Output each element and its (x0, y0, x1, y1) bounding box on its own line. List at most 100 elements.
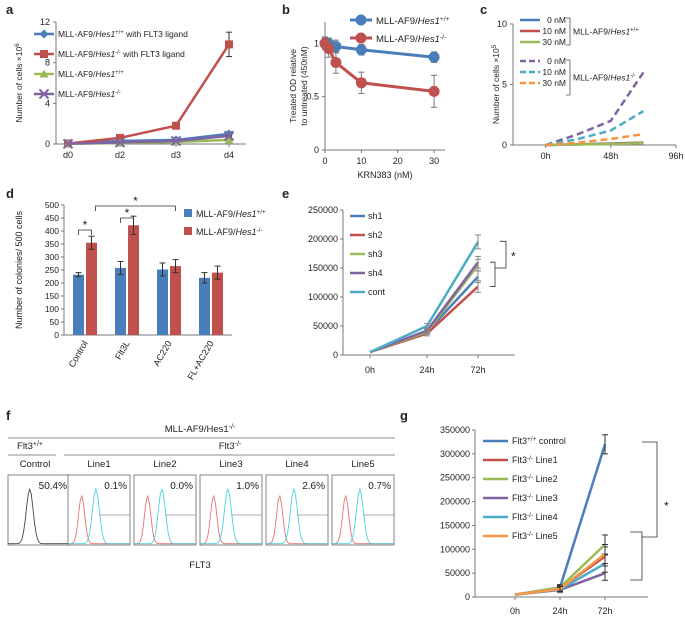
f-histogram-curve-stain-1 (68, 487, 130, 545)
a-legend-label-3-gene: Hes1 (95, 89, 115, 99)
e-legend-label-4: cont (368, 287, 386, 297)
e-sig-bracket-top (500, 240, 507, 269)
b-xtick-label-2: 20 (393, 156, 403, 166)
f-histogram-curve-stain-4 (266, 487, 328, 545)
c-legend-label-1: 10 nM (542, 26, 566, 36)
a-xtick-label-1: d2 (115, 150, 125, 160)
a-point-3-1 (114, 137, 126, 148)
panel-label-a: a (6, 2, 14, 17)
d-legend-swatch-1 (184, 227, 192, 235)
f-pct-5: 0.7% (368, 481, 391, 492)
a-point-1-3 (225, 40, 233, 49)
a-legend-label-3-sup: -/- (115, 90, 121, 96)
f-col-name-0: Control (20, 459, 51, 470)
a-point-3-0-b (62, 138, 74, 150)
f-pct-1: 0.1% (104, 481, 127, 492)
a-point-3-3-b (223, 130, 235, 142)
b-legend-marker-0 (355, 14, 367, 26)
a-ylabel-text: Number of cells ×10 (14, 46, 24, 122)
d-legend-label-1-pre: MLL-AF9/ (196, 227, 236, 237)
g-legend-label-post-5: Line5 (533, 531, 558, 541)
f-ko-header-sup: -/- (235, 441, 242, 448)
f-histogram-curve-stain-2 (134, 487, 196, 545)
a-ylabel-sup: 6 (15, 43, 21, 47)
b-point-1-2 (330, 57, 342, 69)
panel-e: e 0 50000 100000 150000 200000 250000 0h 24h 72h s… (282, 186, 516, 375)
c-group-label-1-sup: -/- (630, 74, 636, 80)
a-ytick-label-1: 4 (45, 98, 50, 108)
a-legend-label-1-post: with FLT3 ligand (121, 49, 185, 59)
f-wt-header: Flt3+/+ (17, 441, 43, 453)
d-bar-0-1 (115, 267, 126, 335)
b-legend-label-1-sup: -/- (440, 34, 446, 41)
a-legend-label-0: MLL-AF9/Hes1+/+ with FLT3 ligand (58, 29, 188, 39)
f-histogram-curve-control (8, 487, 70, 545)
b-legend-label-0-pre: MLL-AF9/ (376, 16, 418, 27)
a-ytick-label-3: 12 (40, 17, 50, 27)
a-legend-label-0-pre: MLL-AF9/ (58, 29, 96, 39)
d-sig-0-star: * (83, 218, 88, 232)
f-col-name-3: Line3 (219, 459, 242, 470)
f-col-name-2: Line2 (153, 459, 176, 470)
d-sig-0 (78, 229, 92, 235)
a-xtick-label-3: d4 (224, 150, 234, 160)
g-legend-label-pre-1: Flt3 (512, 455, 527, 465)
g-ytick-label-2: 100000 (440, 544, 470, 554)
c-ytick-label-0: 0 (502, 140, 507, 150)
d-ytick-label-6: 300 (45, 252, 59, 262)
c-legend-label-3: 0 nM (547, 56, 566, 66)
d-legend-label-0-pre: MLL-AF9/ (196, 209, 236, 219)
g-legend-label-post-0: control (536, 436, 566, 446)
g-legend-label-3: Flt3-/- Line3 (512, 493, 558, 504)
g-legend-label-0: Flt3+/+ control (512, 436, 566, 447)
e-ytick-label-5: 250000 (308, 205, 338, 215)
f-col-name-1: Line1 (87, 459, 110, 470)
panel-label-f: f (6, 408, 11, 423)
d-legend-label-1-sup: -/- (257, 227, 263, 234)
c-xtick-label-2: 96h (668, 151, 683, 161)
a-legend-label-0-sup: +/+ (115, 30, 124, 36)
c-group-label-1-gene: Hes1 (610, 73, 630, 83)
e-xtick-label-2: 72h (470, 365, 485, 375)
a-point-1-2 (172, 121, 180, 130)
d-ytick-label-4: 200 (45, 278, 59, 288)
g-sig-star: * (664, 499, 669, 513)
b-ytick-label-0: 0 (314, 145, 319, 155)
d-ytick-label-7: 350 (45, 239, 59, 249)
b-point-0-3 (355, 44, 367, 56)
a-point-3-3 (223, 130, 235, 142)
c-group-label-0-gene: Hes1 (610, 27, 630, 37)
a-legend-label-0-gene: Hes1 (95, 29, 115, 39)
d-legend-label-1: MLL-AF9/Hes1-/- (196, 227, 262, 238)
f-xlabel: FLT3 (189, 560, 210, 571)
g-xtick-label-1: 24h (552, 606, 567, 616)
b-xtick-label-0: 0 (322, 156, 327, 166)
g-ytick-label-1: 50000 (445, 568, 470, 578)
e-xtick-label-0: 0h (365, 365, 375, 375)
b-ylabel-line2: to untreated (450nM) (299, 46, 309, 126)
d-ytick-label-3: 150 (45, 291, 59, 301)
c-group-bracket-0 (566, 17, 571, 46)
d-ytick-label-1: 50 (50, 317, 60, 327)
g-legend-label-1: Flt3-/- Line1 (512, 455, 558, 466)
panel-label-e: e (282, 186, 289, 201)
g-xtick-label-2: 72h (597, 606, 612, 616)
d-bar-0-0 (73, 274, 84, 335)
d-sig-1 (120, 217, 134, 223)
d-sig-1-star: * (125, 206, 130, 220)
f-pct-3: 1.0% (236, 481, 259, 492)
a-legend-label-3-pre: MLL-AF9/ (58, 89, 96, 99)
g-legend-label-post-4: Line4 (533, 512, 558, 522)
g-legend-label-pre-4: Flt3 (512, 512, 527, 522)
e-legend-label-1: sh2 (368, 230, 383, 240)
f-pct-0: 50.4% (39, 481, 67, 492)
f-title-sup: -/- (229, 424, 236, 431)
b-ylabel-line1: Treated OD relative (288, 49, 298, 123)
panel-d: d 0 50 100 150 200 250 300 350 400 450 500 Number of… (6, 186, 266, 381)
g-ytick-label-3: 150000 (440, 520, 470, 530)
g-legend-label-sup-1: -/- (527, 455, 533, 462)
